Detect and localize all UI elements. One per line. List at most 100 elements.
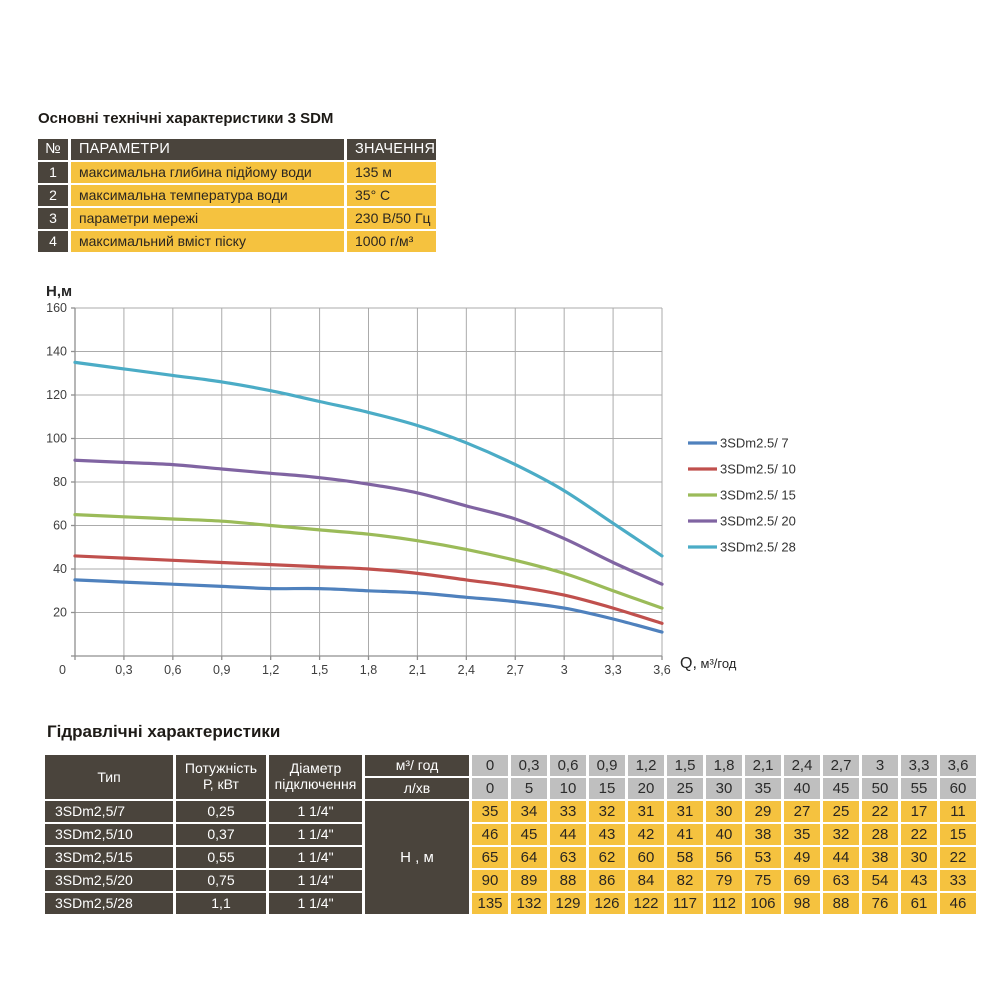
hyd-row-2-h-10: 38 [862,847,898,868]
series-line-1 [73,554,664,625]
tech-row-2-value: 35° C [347,185,436,206]
hyd-row-3-h-11: 43 [901,870,937,891]
y-tick-160: 160 [46,301,67,315]
hyd-flow-lmin-8: 40 [784,778,820,799]
hyd-flow-lmin-6: 30 [706,778,742,799]
legend-label-2: 3SDm2.5/ 15 [720,488,796,503]
hyd-row-3-h-0: 90 [472,870,508,891]
hyd-row-3-h-5: 82 [667,870,703,891]
y-tick-60: 60 [53,519,67,533]
tech-row-2-num: 2 [38,185,68,206]
hyd-row-0-type: 3SDm2,5/7 [45,801,173,822]
hyd-row-0-h-5: 31 [667,801,703,822]
hyd-row-0-power: 0,25 [176,801,266,822]
hyd-row-4-h-1: 132 [511,893,547,914]
x-tick-6: 1,8 [360,663,377,677]
hyd-flow-lmin-2: 10 [550,778,586,799]
hyd-flow-lmin-7: 35 [745,778,781,799]
hyd-row-2-h-8: 49 [784,847,820,868]
hyd-row-3-h-12: 33 [940,870,976,891]
hyd-row-4-h-3: 126 [589,893,625,914]
tech-row-3-num: 3 [38,208,68,229]
x-tick-2: 0,6 [164,663,181,677]
hyd-flow-lmin-11: 55 [901,778,937,799]
hyd-row-1-h-2: 44 [550,824,586,845]
hyd-row-2-h-5: 58 [667,847,703,868]
hydraulics-table: Тип Потужність Р, кВт Діаметр підключення м³/… [45,755,976,914]
hyd-row-2-h-11: 30 [901,847,937,868]
legend-label-1: 3SDm2.5/ 10 [720,462,796,477]
legend-label-3: 3SDm2.5/ 20 [720,514,796,529]
series-line-0 [73,578,664,634]
x-tick-9: 2,7 [507,663,524,677]
tech-row-1-param: максимальна глибина підйому води [71,162,344,183]
x-tick-12: 3,6 [653,663,670,677]
hyd-flow-m3-2: 0,6 [550,755,586,776]
hyd-row-4-h-8: 98 [784,893,820,914]
hyd-flow-m3-6: 1,8 [706,755,742,776]
hyd-row-2-h-0: 65 [472,847,508,868]
hyd-flow-m3-11: 3,3 [901,755,937,776]
pump-curves-chart: 20 40 60 80 100 120 140 160 0 0,3 0,6 0,9 1,2 1,5 1,8 2… [0,283,1000,703]
hyd-row-0-h-10: 22 [862,801,898,822]
tech-header-num: № [38,139,68,160]
tech-row-4-param: максимальний вміст піску [71,231,344,252]
hyd-row-3-h-7: 75 [745,870,781,891]
hydraulics-title: Гідравлічні характеристики [47,722,281,741]
hyd-row-0-h-7: 29 [745,801,781,822]
hyd-flow-m3-4: 1,2 [628,755,664,776]
hyd-row-1-h-7: 38 [745,824,781,845]
hyd-row-1-h-6: 40 [706,824,742,845]
hyd-row-0-h-1: 34 [511,801,547,822]
hyd-row-4-h-4: 122 [628,893,664,914]
hyd-header-diameter: Діаметр підключення [269,755,362,799]
hyd-row-4-h-0: 135 [472,893,508,914]
hyd-flow-lmin-5: 25 [667,778,703,799]
hyd-row-0-h-12: 11 [940,801,976,822]
y-tick-140: 140 [46,345,67,359]
x-tick-10: 3 [561,663,568,677]
hyd-flow-lmin-3: 15 [589,778,625,799]
hyd-row-1-type: 3SDm2,5/10 [45,824,173,845]
hyd-row-1-h-1: 45 [511,824,547,845]
x-tick-3: 0,9 [213,663,230,677]
hyd-row-3-power: 0,75 [176,870,266,891]
tech-row-2-param: максимальна температура води [71,185,344,206]
chart-axes [71,307,663,660]
hyd-row-3-h-2: 88 [550,870,586,891]
hyd-row-4-h-7: 106 [745,893,781,914]
hyd-row-3-h-10: 54 [862,870,898,891]
hyd-row-4-power: 1,1 [176,893,266,914]
hyd-row-0-h-3: 32 [589,801,625,822]
hyd-row-1-h-10: 28 [862,824,898,845]
hyd-flow-lmin-0: 0 [472,778,508,799]
series-line-3 [73,458,664,586]
hyd-row-4-h-2: 129 [550,893,586,914]
hyd-row-1-h-11: 22 [901,824,937,845]
hyd-flow-m3-5: 1,5 [667,755,703,776]
hyd-row-4-h-6: 112 [706,893,742,914]
chart-grid [75,307,663,656]
hyd-row-3-diameter: 1 1/4" [269,870,362,891]
hyd-row-2-h-3: 62 [589,847,625,868]
tech-specs-table: № ПАРАМЕТРИ ЗНАЧЕННЯ 1 максимальна глибина п… [38,139,436,252]
hyd-row-2-h-4: 60 [628,847,664,868]
hyd-row-1-h-12: 15 [940,824,976,845]
y-tick-20: 20 [53,606,67,620]
hyd-row-0-h-11: 17 [901,801,937,822]
hyd-head-label: Н , м [365,801,469,914]
hyd-row-0-h-4: 31 [628,801,664,822]
tech-row-1-num: 1 [38,162,68,183]
hyd-flow-lmin-10: 50 [862,778,898,799]
hyd-row-1-power: 0,37 [176,824,266,845]
hyd-flow-m3-12: 3,6 [940,755,976,776]
hyd-row-3-h-3: 86 [589,870,625,891]
x-tick-8: 2,4 [458,663,475,677]
hyd-flow-m3-1: 0,3 [511,755,547,776]
hyd-row-3-h-1: 89 [511,870,547,891]
tech-row-3-param: параметри мережі [71,208,344,229]
series-line-2 [73,513,664,610]
hyd-row-0-h-6: 30 [706,801,742,822]
tech-row-3-value: 230 В/50 Гц [347,208,436,229]
hyd-row-4-h-12: 46 [940,893,976,914]
